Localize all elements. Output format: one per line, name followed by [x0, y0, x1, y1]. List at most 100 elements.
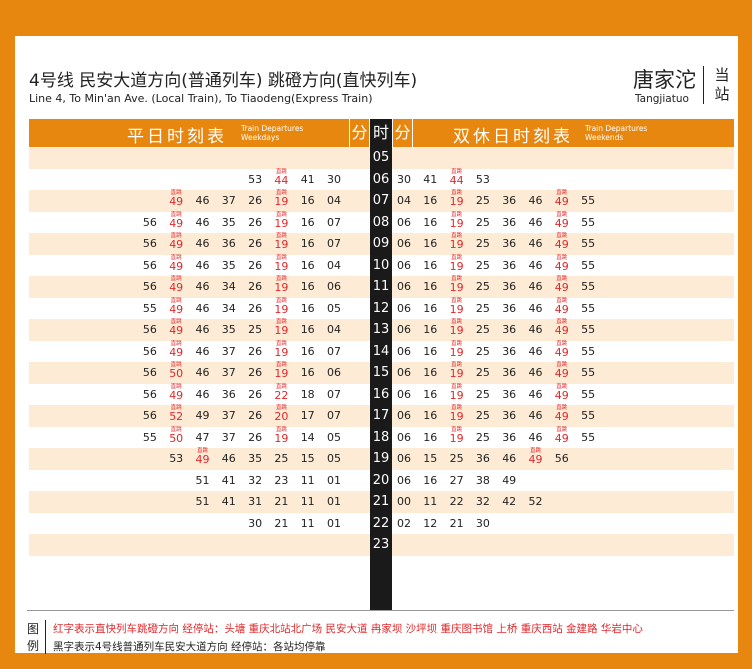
express-tag: 直跳 — [275, 276, 287, 282]
weekday-minute-cell: 35 — [221, 323, 236, 336]
weekend-minute-cell: 直跳 49 — [523, 448, 549, 470]
express-minute: 19 — [449, 367, 464, 380]
weekend-minute-cell: 55 — [581, 409, 596, 422]
weekend-minute-cell: 直跳 19 — [444, 212, 470, 234]
weekend-minute-cell: 直跳 49 — [549, 276, 575, 298]
express-minute: 19 — [449, 324, 464, 337]
express-tag: 直跳 — [170, 254, 182, 261]
weekend-subtitle: Train Departures Weekends — [585, 124, 647, 142]
hour-cell: 13 — [372, 322, 390, 337]
weekday-minute-cell: 46 — [195, 215, 210, 229]
express-minute: 20 — [274, 410, 289, 423]
weekend-minute-cell: 36 — [502, 215, 517, 229]
express-tag: 直跳 — [170, 340, 182, 347]
express-tag: 直跳 — [170, 319, 182, 325]
express-minute: 19 — [274, 281, 289, 294]
weekday-minute-cell: 46 — [195, 237, 210, 250]
weekday-minute-cell: 37 — [221, 366, 236, 379]
weekday-minute-cell: 直跳 49 — [163, 341, 189, 363]
weekend-minute-cell: 55 — [581, 215, 596, 229]
weekday-minute-cell: 26 — [248, 194, 263, 207]
weekday-minute-cell: 46 — [195, 301, 210, 315]
weekend-minute-cell: 16 — [423, 473, 438, 487]
weekend-minute-cell: 55 — [581, 430, 596, 444]
weekend-minute-cell: 25 — [475, 387, 490, 401]
express-tag: 直跳 — [451, 233, 463, 239]
express-minute: 49 — [554, 431, 569, 445]
weekend-minute-cell: 直跳 19 — [444, 298, 470, 320]
weekday-minute-cell: 46 — [195, 323, 210, 336]
express-minute: 19 — [274, 195, 289, 208]
express-tag: 直跳 — [556, 297, 568, 304]
weekday-minute-cell: 56 — [142, 387, 157, 401]
weekday-minute-cell: 31 — [248, 495, 263, 508]
weekday-minute-cell: 16 — [300, 215, 315, 229]
express-minute: 52 — [169, 410, 184, 423]
weekend-minute-cell: 30 — [475, 516, 490, 530]
weekend-minute-cell: 直跳 19 — [444, 427, 470, 449]
weekday-minute-cell: 47 — [195, 430, 210, 444]
express-tag: 直跳 — [275, 426, 287, 433]
weekend-en-line2: Weekends — [585, 133, 624, 142]
weekend-minute-cell: 25 — [475, 366, 490, 379]
weekend-minute-cell: 55 — [581, 301, 596, 315]
weekend-minute-cell: 55 — [581, 366, 596, 379]
weekday-minute-cell: 21 — [274, 495, 289, 508]
express-minute: 19 — [449, 302, 464, 316]
weekend-minute-cell: 直跳 49 — [549, 212, 575, 234]
weekday-minute-cell: 直跳 44 — [268, 169, 294, 191]
weekday-minute-cell: 15 — [300, 452, 315, 465]
weekend-minute-cell: 16 — [423, 366, 438, 379]
station-divider — [703, 66, 704, 104]
weekday-minute-cell: 06 — [327, 280, 341, 293]
legend-label-2: 例 — [27, 639, 40, 653]
weekend-minute-cell: 04 — [397, 194, 411, 207]
hour-cell: 23 — [372, 537, 390, 552]
express-minute: 19 — [449, 238, 464, 251]
hour-cell: 12 — [372, 300, 390, 316]
hour-cell: 16 — [372, 386, 390, 402]
weekday-minute-cell: 07 — [327, 409, 341, 422]
express-tag: 直跳 — [451, 340, 463, 347]
legend-express: 红字表示直快列车跳磴方向 经停站：头塘 重庆北站北广场 民安大道 冉家坝 沙坪坝… — [53, 623, 643, 635]
express-minute: 49 — [554, 195, 569, 208]
weekday-minute-cell: 17 — [300, 409, 315, 422]
weekday-minute-cell: 14 — [300, 430, 315, 444]
page-subtitle: Line 4, To Min'an Ave. (Local Train), To… — [29, 92, 373, 105]
weekday-minute-cell: 直跳 19 — [268, 427, 294, 449]
hour-cell: 17 — [372, 408, 390, 423]
hour-label: 时 — [370, 119, 392, 147]
weekend-minute-cell: 直跳 49 — [549, 362, 575, 384]
weekday-minute-cell: 07 — [327, 387, 341, 401]
weekend-minute-cell: 06 — [397, 473, 411, 487]
express-minute: 49 — [528, 453, 543, 466]
weekday-minute-cell: 直跳 49 — [190, 448, 216, 470]
express-tag: 直跳 — [170, 383, 182, 390]
current-station-label: 当站 — [714, 66, 730, 103]
express-minute: 19 — [449, 388, 464, 402]
express-tag: 直跳 — [556, 426, 568, 433]
weekend-minute-cell: 直跳 19 — [444, 190, 470, 212]
express-tag: 直跳 — [451, 254, 463, 261]
weekend-minute-cell: 16 — [423, 344, 438, 358]
express-minute: 44 — [274, 173, 289, 187]
weekend-minute-cell: 直跳 49 — [549, 255, 575, 277]
express-tag: 直跳 — [275, 340, 287, 347]
weekday-minute-cell: 直跳 50 — [163, 427, 189, 449]
station-name-en: Tangjiatuo — [635, 93, 689, 105]
express-tag: 直跳 — [451, 383, 463, 390]
weekday-minute-cell: 56 — [142, 237, 157, 250]
weekday-minute-cell: 直跳 19 — [268, 341, 294, 363]
weekend-minute-cell: 06 — [397, 366, 411, 379]
weekend-minute-cell: 32 — [475, 495, 490, 508]
weekday-header: 平日时刻表 Train Departures Weekdays — [29, 119, 349, 147]
weekend-minute-cell: 42 — [502, 495, 517, 508]
weekday-minute-cell: 11 — [300, 495, 315, 508]
weekday-minute-cell: 直跳 19 — [268, 362, 294, 384]
weekday-minute-cell: 直跳 49 — [163, 212, 189, 234]
weekend-minute-cell: 46 — [528, 366, 543, 379]
weekend-minute-cell: 直跳 49 — [549, 233, 575, 255]
weekend-minute-cell: 06 — [397, 323, 411, 336]
weekday-minute-cell: 35 — [248, 452, 263, 465]
express-minute: 50 — [169, 431, 184, 445]
